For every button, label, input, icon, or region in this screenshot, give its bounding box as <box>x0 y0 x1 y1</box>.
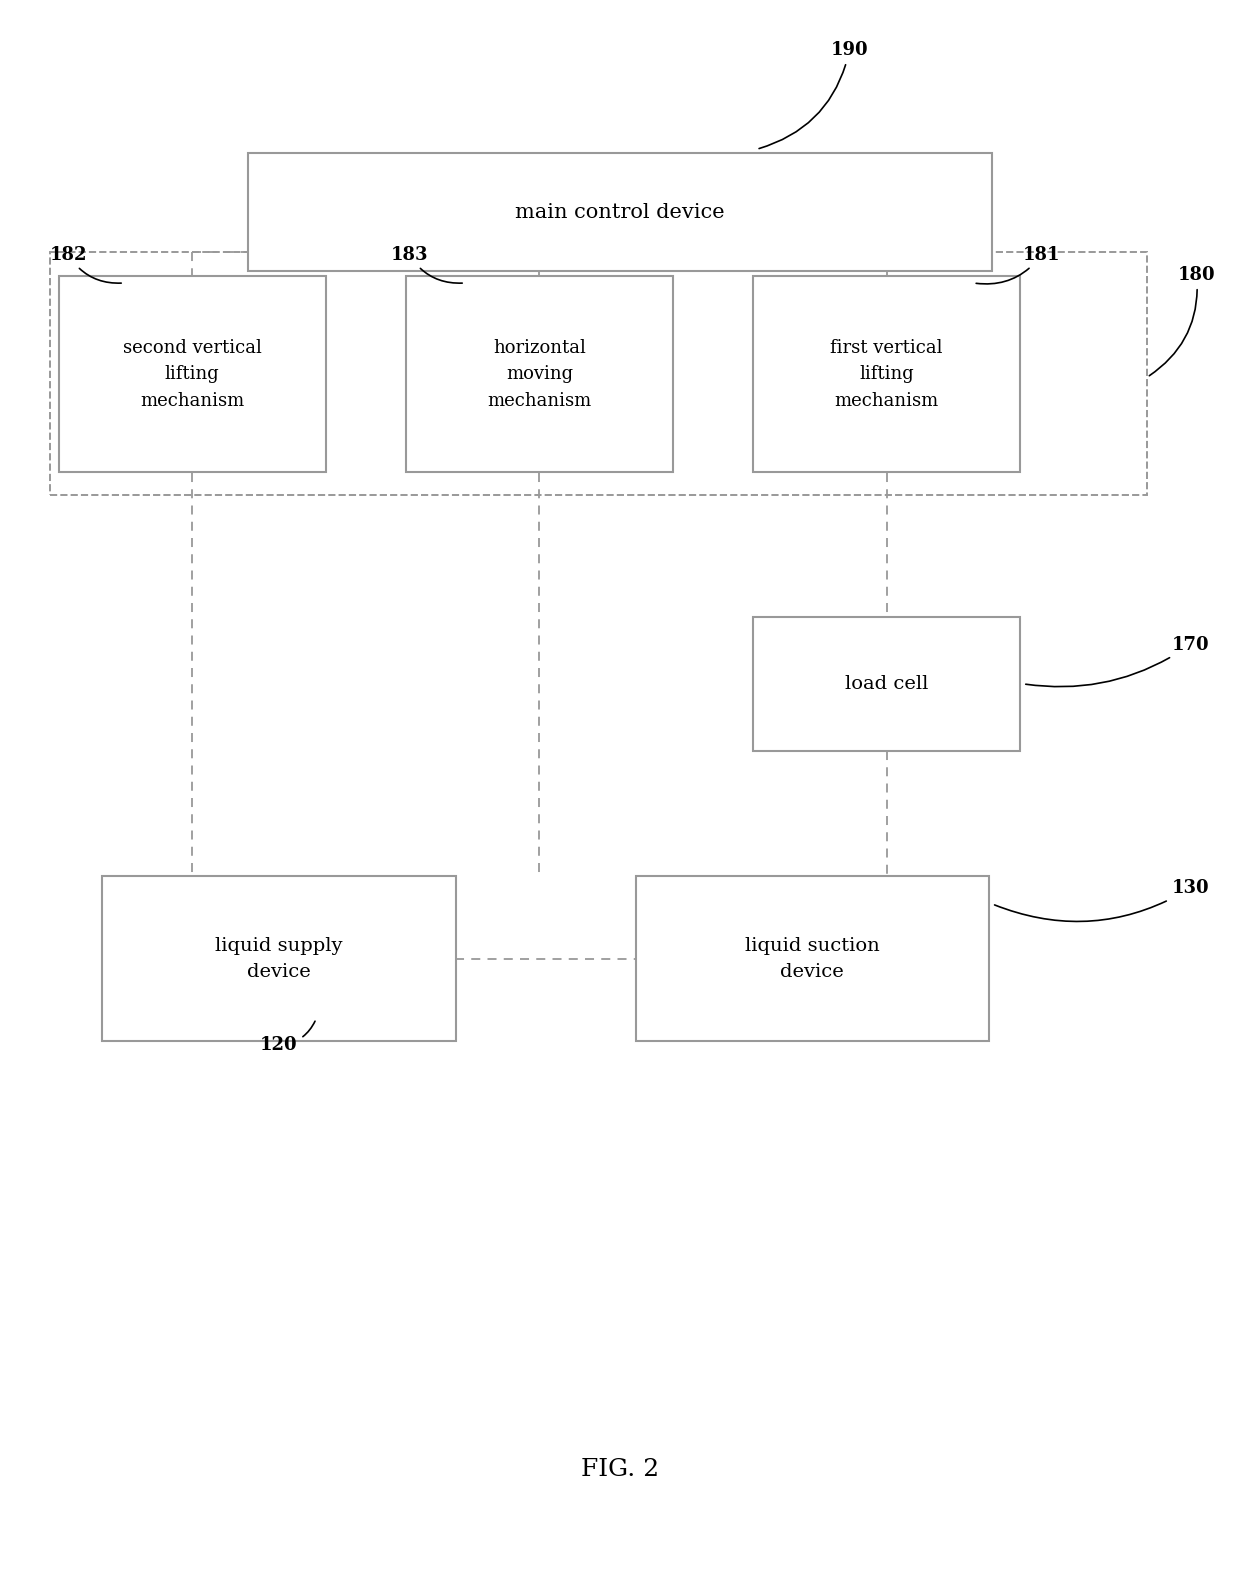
Text: 170: 170 <box>1025 635 1209 687</box>
Text: 130: 130 <box>994 879 1209 921</box>
Bar <box>753 275 1019 472</box>
Text: liquid suction
device: liquid suction device <box>745 937 879 981</box>
Text: load cell: load cell <box>844 674 929 693</box>
Text: first vertical
lifting
mechanism: first vertical lifting mechanism <box>831 338 942 410</box>
Bar <box>407 275 672 472</box>
Bar <box>103 876 456 1041</box>
Text: 182: 182 <box>50 245 122 283</box>
Bar <box>636 876 990 1041</box>
Bar <box>753 618 1019 751</box>
Text: 120: 120 <box>260 1022 315 1055</box>
Bar <box>60 275 325 472</box>
Bar <box>248 154 992 270</box>
Text: FIG. 2: FIG. 2 <box>580 1459 660 1481</box>
Text: 180: 180 <box>1149 266 1215 376</box>
Text: liquid supply
device: liquid supply device <box>216 937 342 981</box>
Text: 181: 181 <box>976 245 1060 285</box>
Text: 183: 183 <box>391 245 463 283</box>
Bar <box>50 252 1147 495</box>
Text: horizontal
moving
mechanism: horizontal moving mechanism <box>487 338 591 410</box>
Text: second vertical
lifting
mechanism: second vertical lifting mechanism <box>123 338 262 410</box>
Text: main control device: main control device <box>515 203 725 222</box>
Text: 190: 190 <box>759 41 868 149</box>
